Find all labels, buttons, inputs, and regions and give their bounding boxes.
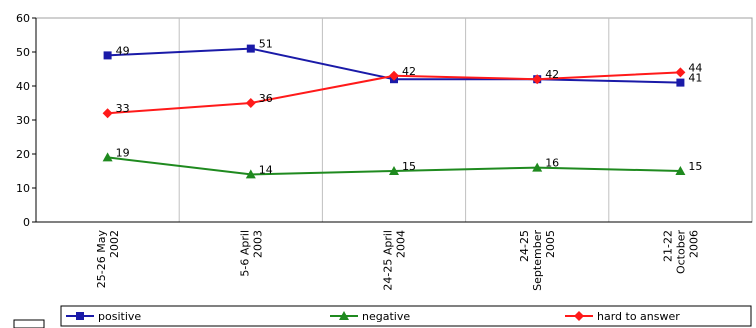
negative-data-label: 15 — [688, 160, 702, 173]
hard-to-answer-data-label: 44 — [688, 61, 702, 74]
positive-marker — [676, 78, 685, 87]
x-category-label: 24-25September2005 — [518, 230, 557, 291]
y-tick-label: 60 — [16, 12, 30, 25]
negative-marker — [675, 166, 686, 175]
corner-mark — [13, 319, 45, 328]
data-labels: 49 51 42 41 19 14 15 16 15 33 36 42 44 — [116, 38, 703, 177]
negative-legend-label: negative — [362, 310, 410, 323]
hard-to-answer-data-label: 36 — [259, 92, 273, 105]
hard-to-answer-legend-label: hard to answer — [597, 310, 680, 323]
y-ticks: 0 10 20 30 40 50 60 — [16, 12, 36, 229]
hard-to-answer-legend-marker — [574, 311, 584, 321]
y-tick-label: 40 — [16, 80, 30, 93]
hard-to-answer-marker — [102, 108, 113, 119]
x-category-label: 25-26 May2002 — [95, 230, 121, 289]
y-tick-label: 10 — [16, 182, 30, 195]
negative-legend-marker — [339, 311, 349, 320]
x-category-labels: 25-26 May2002 5-6 April2003 24-25 April200… — [95, 230, 700, 291]
series-markers — [102, 44, 686, 179]
hard-to-answer-data-label: 42 — [402, 65, 416, 78]
legend: positive negative hard to answer — [66, 310, 680, 323]
positive-legend-label: positive — [98, 310, 141, 323]
negative-marker — [389, 166, 399, 175]
negative-data-label: 16 — [545, 157, 559, 170]
x-category-label: 21-22October2006 — [661, 230, 700, 274]
gridlines — [178, 18, 610, 222]
negative-data-label: 15 — [402, 160, 416, 173]
hard-to-answer-marker — [389, 70, 399, 81]
negative-marker — [532, 162, 543, 172]
y-tick-label: 0 — [23, 216, 30, 229]
positive-data-label: 49 — [116, 44, 130, 57]
hard-to-answer-marker — [245, 98, 256, 108]
positive-data-label: 42 — [545, 68, 559, 81]
positive-legend-marker — [76, 312, 84, 320]
negative-data-label: 14 — [259, 163, 273, 176]
series-lines — [107, 47, 681, 176]
positive-marker — [246, 44, 255, 53]
negative-marker — [245, 169, 256, 179]
y-tick-label: 50 — [16, 46, 30, 59]
plot-border — [35, 17, 753, 223]
positive-data-label: 41 — [688, 72, 702, 85]
y-tick-label: 30 — [16, 114, 30, 127]
legend-box — [60, 305, 752, 327]
negative-marker — [102, 152, 113, 162]
hard-to-answer-data-label: 33 — [116, 102, 130, 115]
x-category-label: 24-25 April2004 — [382, 230, 408, 291]
x-category-label: 5-6 April2003 — [238, 230, 264, 277]
positive-data-label: 51 — [259, 38, 273, 51]
hard-to-answer-marker — [675, 67, 686, 78]
hard-to-answer-marker — [532, 74, 543, 85]
y-tick-label: 20 — [16, 148, 30, 161]
negative-data-label: 19 — [116, 146, 130, 159]
positive-marker — [103, 51, 112, 60]
